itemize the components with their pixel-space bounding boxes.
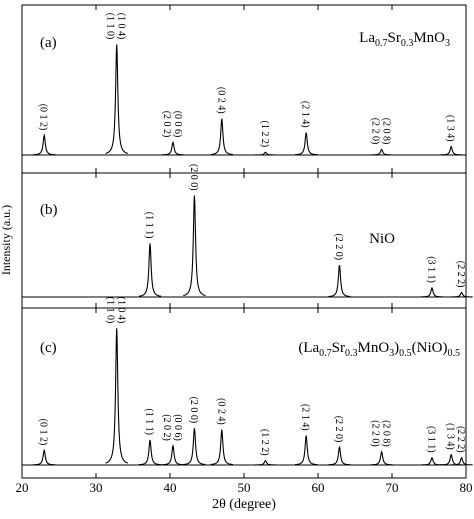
diffraction-peak [328, 264, 351, 298]
diffraction-peak [370, 450, 393, 466]
peak-label: (3 1 1) [425, 426, 436, 453]
panel-label: (c) [40, 340, 57, 356]
title-part: 3 [389, 348, 394, 359]
peak-label: (3 1 1) [425, 256, 436, 283]
x-axis-label: 2θ (degree) [212, 497, 276, 512]
peak-label: (2 2 2) [455, 426, 466, 453]
diffraction-peak [161, 443, 185, 466]
peak-label: (1 2 2) [259, 429, 270, 456]
panel-title: NiO [369, 231, 395, 247]
peak-label: (2 1 4) [300, 404, 311, 431]
peak-label: (0 2 4) [215, 87, 226, 114]
title-part: 0.3 [401, 38, 414, 49]
diffraction-peak [450, 291, 473, 298]
title-part: Sr [332, 340, 345, 356]
title-part: (NiO) [412, 340, 448, 356]
peak-label: (1 0 4) [116, 13, 127, 40]
peak-label: (2 0 0) [188, 397, 199, 424]
peak-label: (2 0 8) [381, 118, 392, 145]
diffraction-peak [440, 453, 463, 466]
x-tick-label: 70 [386, 480, 399, 495]
diffraction-peak [183, 428, 206, 466]
title-part: NiO [369, 231, 395, 247]
peak-label: (1 2 2) [259, 121, 270, 148]
title-part: La [359, 30, 375, 46]
diffraction-peak [33, 133, 56, 156]
panel-label: (a) [40, 35, 57, 51]
peak-label: (2 2 0) [333, 233, 344, 260]
peak-label: (0 0 6) [172, 111, 183, 138]
title-part: Sr [387, 30, 400, 46]
x-tick-label: 30 [90, 480, 103, 495]
peak-label: (2 0 0) [188, 164, 199, 191]
diffraction-peak [295, 435, 318, 466]
diffraction-peak [440, 145, 463, 156]
peak-label: (1 1 1) [144, 212, 155, 239]
x-tick-label: 60 [312, 480, 325, 495]
peak-label: (1 1 0) [105, 13, 116, 40]
panel-frame [21, 172, 467, 309]
peak-label: (2 2 0) [333, 416, 344, 443]
diffraction-peak [254, 151, 277, 156]
diffraction-peak [105, 44, 128, 154]
peak-label: (0 0 6) [172, 414, 183, 441]
panel-title: La0.7Sr0.3MnO3 [359, 30, 450, 49]
diffraction-peak [210, 429, 233, 466]
diffraction-peak [33, 448, 56, 466]
title-part: 3 [445, 38, 450, 49]
x-tick-label: 40 [164, 480, 177, 495]
peak-label: (0 1 2) [38, 419, 49, 446]
title-part: (La [298, 340, 319, 356]
diffraction-peak [420, 456, 444, 466]
diffraction-peak [210, 118, 233, 156]
peak-label: (1 3 4) [445, 115, 456, 142]
diffraction-peak [420, 286, 444, 298]
x-tick-label: 50 [238, 480, 251, 495]
diffraction-peak [370, 148, 393, 156]
diffraction-peak [328, 445, 351, 466]
diffraction-peak [138, 439, 162, 466]
title-part: ) [394, 340, 399, 356]
title-part: 0.7 [319, 348, 332, 359]
peak-label: (1 0 4) [116, 297, 127, 324]
title-part: 0.5 [399, 348, 412, 359]
peak-label: (0 1 2) [38, 104, 49, 131]
peak-label: (2 2 0) [370, 420, 381, 447]
title-part: MnO [413, 30, 445, 46]
panel-title: (La0.7Sr0.3MnO3)0.5(NiO)0.5 [298, 340, 460, 359]
diffraction-peak [295, 132, 318, 156]
peak-label: (0 2 4) [215, 398, 226, 425]
diffraction-peak [105, 328, 129, 464]
peak-label: (2 2 0) [370, 118, 381, 145]
title-part: MnO [358, 340, 390, 356]
diffraction-peak [254, 459, 277, 466]
title-part: 0.3 [345, 348, 358, 359]
y-axis-label: Intensity (a.u.) [0, 205, 13, 275]
diffraction-peak [161, 140, 185, 156]
diffraction-peak [183, 195, 206, 297]
peak-label: (2 0 2) [161, 111, 172, 138]
diffraction-peak [450, 456, 473, 466]
panel-label: (b) [40, 202, 58, 218]
peak-label: (1 1 1) [144, 408, 155, 435]
x-tick-label: 20 [16, 480, 29, 495]
peak-label: (2 1 4) [300, 101, 311, 128]
peak-label: (1 3 4) [445, 423, 456, 450]
peak-label: (2 0 2) [161, 414, 172, 441]
panel-frame [21, 307, 467, 479]
peak-label: (2 0 8) [381, 420, 392, 447]
title-part: 0.5 [448, 348, 461, 359]
diffraction-peak [138, 243, 162, 297]
peak-label: (1 1 0) [105, 297, 116, 324]
x-tick-label: 80 [460, 480, 473, 495]
peak-label: (2 2 2) [455, 261, 466, 288]
title-part: 0.7 [375, 38, 388, 49]
